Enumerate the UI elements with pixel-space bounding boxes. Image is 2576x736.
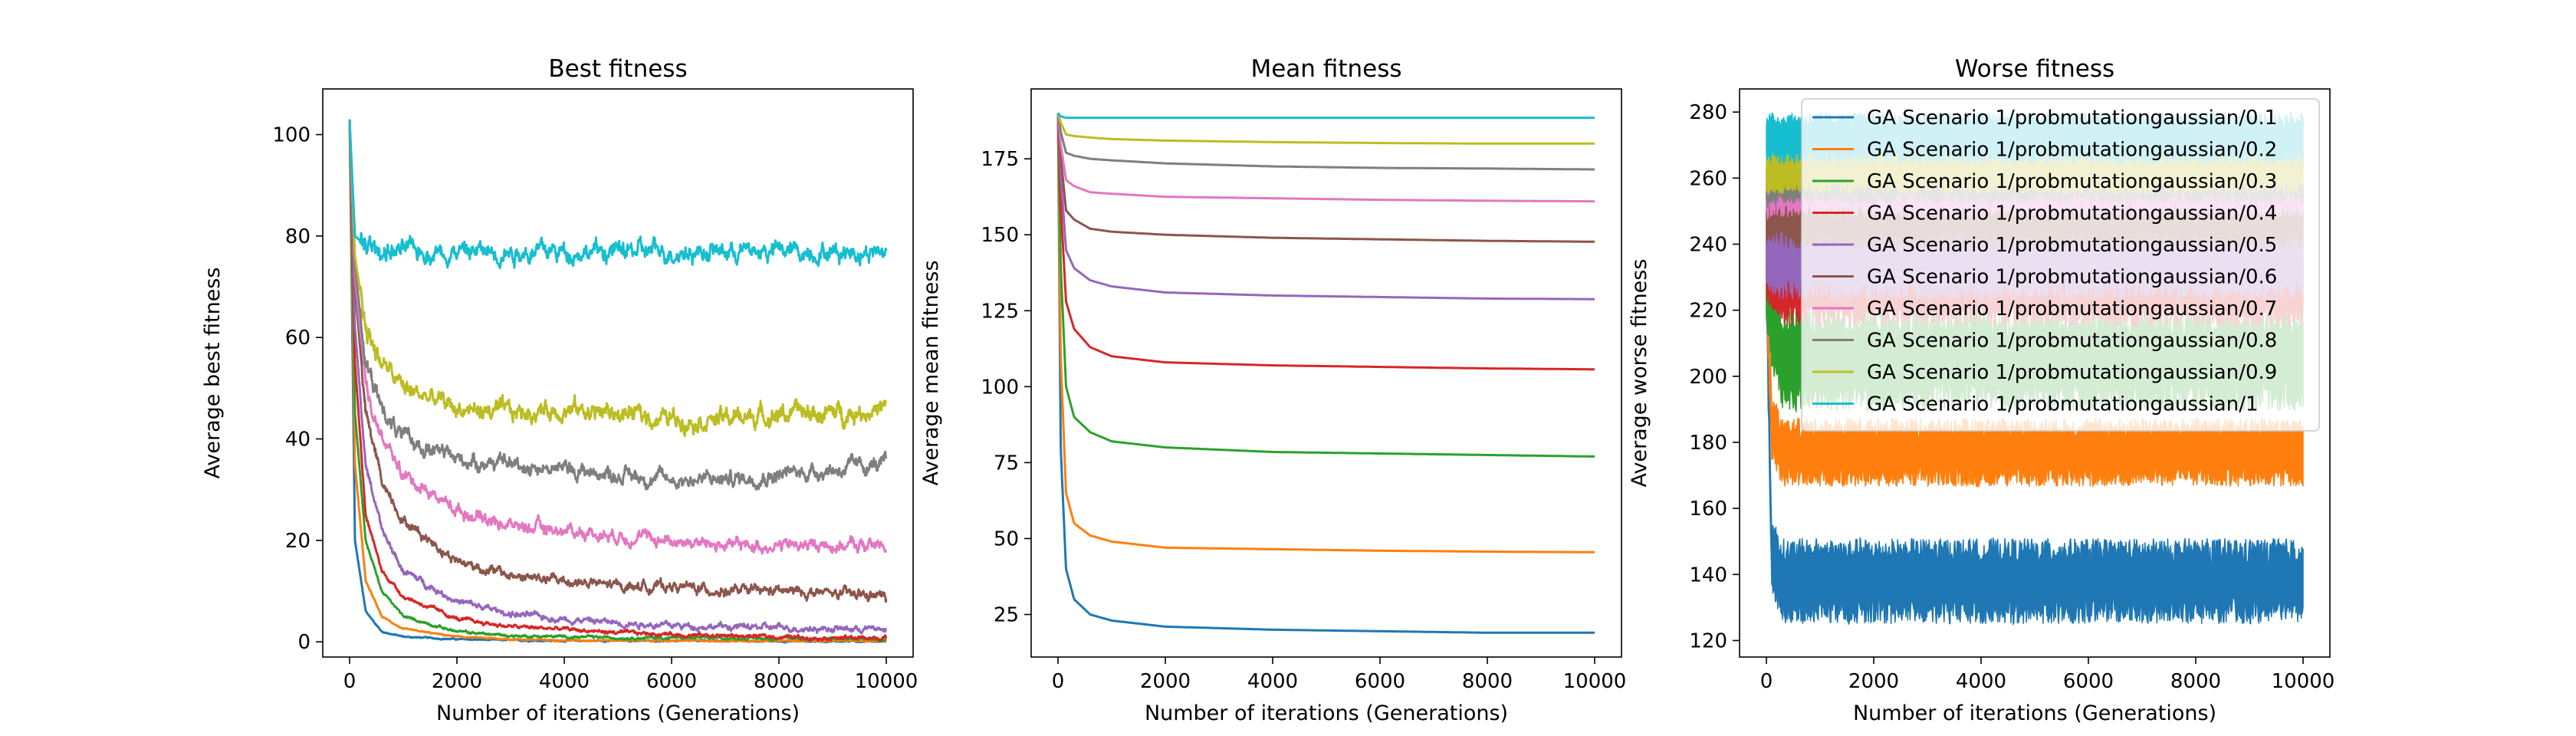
series-line-10 bbox=[348, 118, 888, 269]
y-tick-label: 80 bbox=[285, 225, 310, 248]
axes-frame bbox=[1030, 88, 1622, 658]
x-tick-label: 2000 bbox=[432, 670, 482, 693]
series-line-5 bbox=[348, 118, 888, 635]
y-tick-label: 150 bbox=[981, 224, 1019, 247]
chart-title: Mean fitness bbox=[1250, 55, 1401, 83]
legend-label: GA Scenario 1/probmutationgaussian/0.9 bbox=[1867, 361, 2277, 384]
y-tick-label: 25 bbox=[994, 604, 1019, 627]
series-line-8 bbox=[348, 118, 888, 491]
legend-label: GA Scenario 1/probmutationgaussian/0.7 bbox=[1867, 297, 2277, 320]
series-line-9 bbox=[1056, 112, 1595, 145]
legend-label: GA Scenario 1/probmutationgaussian/0.8 bbox=[1867, 330, 2277, 353]
series-line-3 bbox=[1056, 112, 1595, 458]
y-tick-label: 180 bbox=[1689, 432, 1727, 455]
x-tick-label: 6000 bbox=[1355, 670, 1405, 693]
series-line-8 bbox=[1056, 112, 1595, 171]
series-group bbox=[348, 118, 888, 644]
chart-title: Worse fitness bbox=[1955, 55, 2114, 83]
y-tick-label: 160 bbox=[1689, 498, 1727, 521]
y-tick-label: 200 bbox=[1689, 366, 1727, 389]
y-axis-label: Average worse fitness bbox=[1628, 259, 1651, 488]
x-tick-label: 0 bbox=[343, 670, 356, 693]
x-tick-label: 4000 bbox=[1247, 670, 1298, 693]
y-tick-label: 100 bbox=[272, 124, 310, 147]
y-tick-label: 140 bbox=[1689, 564, 1727, 586]
y-tick-label: 50 bbox=[994, 527, 1019, 550]
series-line-3 bbox=[348, 118, 887, 642]
series-line-7 bbox=[348, 118, 888, 555]
x-axis-label: Number of iterations (Generations) bbox=[436, 702, 800, 725]
x-tick-label: 8000 bbox=[2170, 670, 2221, 693]
series-line-1 bbox=[348, 118, 887, 644]
legend-label: GA Scenario 1/probmutationgaussian/0.2 bbox=[1867, 139, 2277, 162]
series-line-9 bbox=[348, 118, 887, 438]
x-tick-label: 6000 bbox=[646, 670, 697, 693]
y-tick-label: 20 bbox=[285, 530, 310, 553]
x-tick-label: 6000 bbox=[2063, 670, 2114, 693]
x-tick-label: 8000 bbox=[1462, 670, 1513, 693]
y-tick-label: 125 bbox=[981, 300, 1019, 323]
y-tick-label: 0 bbox=[297, 631, 310, 654]
y-axis-label: Average best fitness bbox=[201, 268, 225, 479]
series-line-4 bbox=[348, 118, 888, 642]
x-tick-label: 10000 bbox=[855, 670, 918, 693]
series-line-2 bbox=[348, 118, 887, 643]
x-axis-label: Number of iterations (Generations) bbox=[1853, 702, 2216, 725]
series-line-6 bbox=[1056, 112, 1595, 243]
legend-label: GA Scenario 1/probmutationgaussian/0.1 bbox=[1867, 107, 2277, 130]
x-tick-label: 4000 bbox=[539, 670, 590, 693]
series-line-2 bbox=[1056, 113, 1595, 554]
x-tick-label: 4000 bbox=[1956, 670, 2006, 693]
legend-label: GA Scenario 1/probmutationgaussian/0.4 bbox=[1867, 202, 2277, 225]
legend-label: GA Scenario 1/probmutationgaussian/1 bbox=[1867, 393, 2259, 416]
series-line-6 bbox=[348, 118, 888, 603]
series-line-1 bbox=[1056, 113, 1595, 634]
series-line-10 bbox=[1056, 112, 1595, 120]
y-tick-label: 240 bbox=[1689, 233, 1727, 256]
series-line-1 bbox=[1766, 244, 2304, 626]
legend-label: GA Scenario 1/probmutationgaussian/0.6 bbox=[1867, 266, 2277, 289]
y-tick-label: 100 bbox=[981, 376, 1019, 399]
legend-label: GA Scenario 1/probmutationgaussian/0.3 bbox=[1867, 170, 2277, 193]
x-tick-label: 8000 bbox=[754, 670, 804, 693]
chart-2: 0 2000 4000 6000 8000 10000 25 50 75 100 125 150 175… bbox=[919, 55, 1626, 725]
series-line-4 bbox=[1056, 112, 1595, 371]
y-tick-label: 120 bbox=[1689, 629, 1727, 652]
chart-1: 0 2000 4000 6000 8000 10000 0 20 40 60 80 100 Best f… bbox=[201, 55, 918, 725]
legend-label: GA Scenario 1/probmutationgaussian/0.5 bbox=[1867, 234, 2277, 257]
x-tick-label: 10000 bbox=[2272, 670, 2335, 693]
chart-title: Best fitness bbox=[548, 55, 687, 83]
y-axis-label: Average mean fitness bbox=[919, 260, 943, 485]
x-tick-label: 2000 bbox=[1140, 670, 1191, 693]
y-tick-label: 175 bbox=[981, 148, 1019, 171]
y-tick-label: 75 bbox=[994, 452, 1019, 475]
axes-frame bbox=[1739, 88, 2331, 658]
y-tick-label: 60 bbox=[285, 327, 310, 350]
x-axis-label: Number of iterations (Generations) bbox=[1145, 702, 1508, 725]
x-tick-label: 10000 bbox=[1563, 670, 1627, 693]
y-tick-label: 280 bbox=[1689, 101, 1727, 124]
legend: GA Scenario 1/probmutationgaussian/0.1 GA… bbox=[1801, 98, 2320, 432]
axes-frame bbox=[322, 88, 914, 658]
y-tick-label: 220 bbox=[1689, 300, 1727, 323]
legend-box bbox=[1801, 98, 2320, 432]
y-tick-label: 260 bbox=[1689, 167, 1727, 190]
series-line-5 bbox=[1056, 112, 1595, 301]
x-tick-label: 0 bbox=[1760, 670, 1773, 693]
x-tick-label: 0 bbox=[1052, 670, 1065, 693]
y-tick-label: 40 bbox=[285, 429, 310, 452]
series-group bbox=[1056, 112, 1595, 634]
series-line-7 bbox=[1056, 112, 1595, 203]
x-tick-label: 2000 bbox=[1848, 670, 1899, 693]
